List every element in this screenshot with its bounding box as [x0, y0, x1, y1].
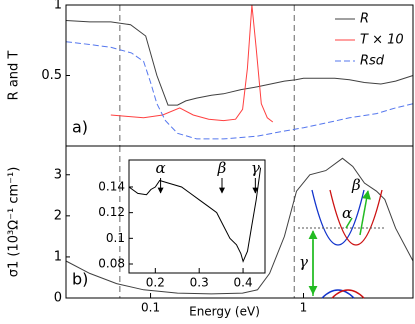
- panel-label: b): [72, 270, 88, 289]
- panel: 0 1 2 3 0.1 1 σ1 (10³Ω⁻¹ cm⁻¹) Energy (eV) b): [7, 145, 414, 319]
- inset: 0.08 0.1 0.12 0.14 0.2 0.3 0.4 α β γ: [98, 159, 266, 290]
- x-tick-label: 0.4: [234, 276, 253, 290]
- panel: 0.5 1 R and T a) R T × 10 Rsd: [7, 0, 414, 147]
- series-line: [110, 4, 274, 123]
- band-red-low: [331, 289, 365, 299]
- y-tick-label: 0.08: [98, 257, 125, 271]
- plots: 0.5 1 R and T a) R T × 10 Rsd 0 1 2 3 0.1 1 σ1 (10³Ω⁻…: [7, 0, 414, 319]
- panel-label: a): [72, 118, 88, 137]
- y-tick-label: 1: [54, 249, 62, 264]
- y-tick-label: 0.1: [106, 231, 125, 245]
- x-tick-label: 0.1: [141, 301, 160, 315]
- y-tick-label: 1: [54, 0, 62, 13]
- legend-label: Rsd: [360, 54, 385, 69]
- y-tick-label: 2: [54, 208, 62, 223]
- y-tick-label: 0.14: [98, 179, 125, 193]
- diagram-label: β: [351, 176, 361, 194]
- series-line: [65, 157, 414, 295]
- band-diagram: α β γ: [298, 176, 384, 299]
- diagram-label: γ: [299, 253, 308, 271]
- y-axis-label: R and T: [7, 51, 22, 101]
- plot-frame: [65, 145, 414, 299]
- series-line: [65, 41, 414, 140]
- band-blue-low: [321, 289, 355, 299]
- plot-frame: [128, 159, 266, 274]
- y-axis-label: σ1 (10³Ω⁻¹ cm⁻¹): [7, 167, 22, 278]
- series-line: [128, 167, 262, 263]
- series-line: [65, 20, 414, 106]
- arrow-beta: [359, 190, 371, 236]
- y-tick-label: 0.12: [98, 205, 125, 219]
- y-tick-label: 0.5: [41, 68, 62, 83]
- inset-bg: [129, 160, 265, 273]
- legend-label: T × 10: [360, 33, 404, 48]
- legend-label: R: [360, 12, 369, 27]
- x-tick-label: 1: [300, 301, 308, 315]
- band-red: [329, 189, 383, 246]
- annotation: α: [156, 159, 166, 177]
- arrow-alpha: [345, 217, 353, 229]
- diagram-label: α: [342, 204, 352, 222]
- y-tick-label: 3: [54, 167, 62, 182]
- x-axis-label: Energy (eV): [189, 305, 260, 319]
- annotation: γ: [251, 159, 260, 177]
- y-tick-label: 0: [54, 291, 62, 306]
- x-tick-label: 0.2: [146, 276, 165, 290]
- band-blue: [311, 189, 365, 246]
- legend: R T × 10 Rsd: [335, 12, 404, 69]
- annotation: β: [217, 159, 227, 177]
- x-tick-label: 0.3: [190, 276, 209, 290]
